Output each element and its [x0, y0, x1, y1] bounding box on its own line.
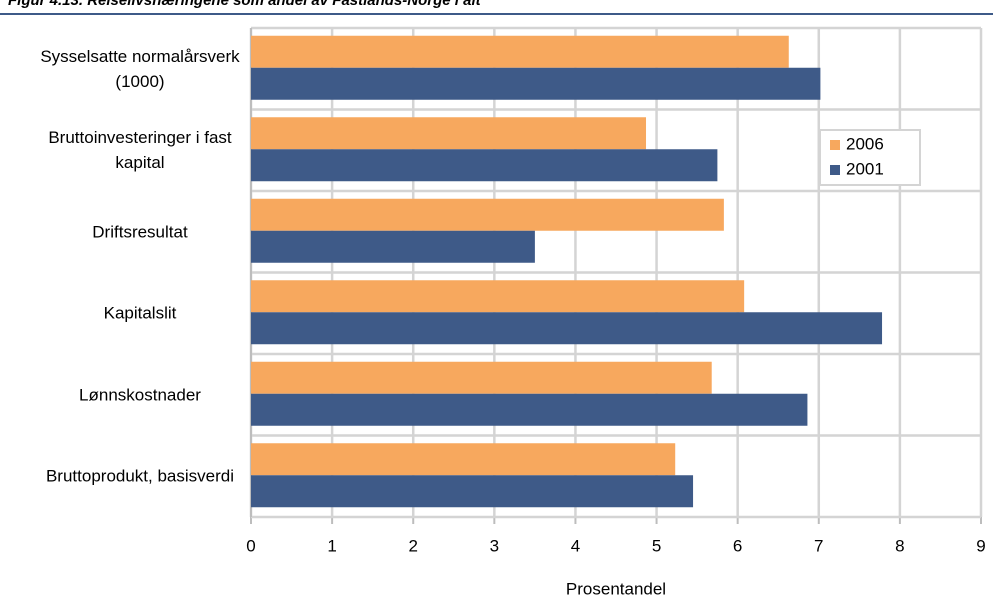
- y-tick-label: Driftsresultat: [92, 222, 188, 242]
- legend-swatch: [830, 165, 840, 175]
- x-tick-label: 2: [408, 536, 417, 555]
- legend-label: 2006: [846, 134, 884, 153]
- legend-box: [819, 129, 921, 186]
- x-tick-label: 3: [490, 536, 499, 555]
- x-tick-label: 5: [652, 536, 661, 555]
- x-tick-label: 1: [327, 536, 336, 555]
- legend-swatch: [830, 140, 840, 150]
- bar: [251, 280, 745, 313]
- y-tick-label: Lønnskostnader: [79, 385, 201, 405]
- y-tick-label: Bruttoprodukt, basisverdi: [45, 466, 235, 486]
- bar: [251, 198, 724, 231]
- bar: [251, 117, 647, 150]
- bar: [251, 67, 821, 100]
- bar: [251, 230, 535, 263]
- y-tick-label: Bruttoinvesteringer i fast kapital: [48, 128, 232, 173]
- x-tick-label: 4: [571, 536, 580, 555]
- bar: [251, 149, 718, 182]
- bar: [251, 443, 676, 476]
- y-tick-label: Sysselsatte normalårsverk (1000): [40, 46, 240, 91]
- x-tick-label: 7: [814, 536, 823, 555]
- x-axis-label: Prosentandel: [566, 579, 666, 598]
- x-tick-label: 0: [246, 536, 255, 555]
- x-tick-label: 6: [733, 536, 742, 555]
- bar: [251, 35, 789, 68]
- x-tick-label: 8: [895, 536, 904, 555]
- bar: [251, 312, 883, 345]
- bar: [251, 393, 808, 426]
- y-tick-label: Kapitalslit: [103, 303, 177, 323]
- chart-title: Figur 4.13. Reiselivsnæringene som andel…: [8, 0, 482, 9]
- bar: [251, 475, 694, 508]
- legend-label: 2001: [846, 159, 884, 178]
- x-tick-label: 9: [976, 536, 985, 555]
- bar: [251, 361, 712, 394]
